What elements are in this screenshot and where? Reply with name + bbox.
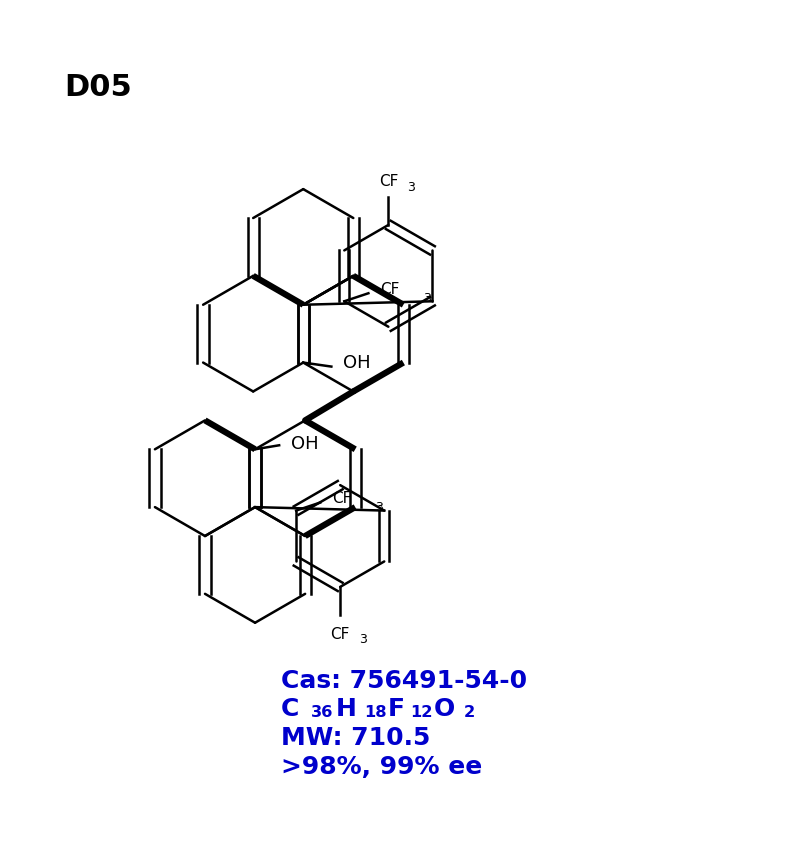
Text: CF: CF xyxy=(332,491,351,506)
Text: C: C xyxy=(281,698,299,722)
Text: 3: 3 xyxy=(407,181,415,194)
Text: CF: CF xyxy=(380,282,399,296)
Text: CF: CF xyxy=(330,627,350,642)
Text: 2: 2 xyxy=(464,705,475,721)
Text: CF: CF xyxy=(379,174,398,189)
Text: 3: 3 xyxy=(358,634,367,647)
Text: Cas: 756491-54-0: Cas: 756491-54-0 xyxy=(281,669,527,693)
Text: D05: D05 xyxy=(64,72,132,101)
Text: F: F xyxy=(387,698,404,722)
Text: MW: 710.5: MW: 710.5 xyxy=(281,726,430,751)
Text: H: H xyxy=(335,698,356,722)
Text: OH: OH xyxy=(291,435,318,452)
Text: >98%, 99% ee: >98%, 99% ee xyxy=(281,755,482,780)
Text: 36: 36 xyxy=(310,705,333,721)
Text: 18: 18 xyxy=(363,705,386,721)
Text: OH: OH xyxy=(343,354,371,372)
Text: 12: 12 xyxy=(410,705,432,721)
Text: 3: 3 xyxy=(423,291,431,304)
Text: 3: 3 xyxy=(375,501,383,514)
Text: O: O xyxy=(433,698,454,722)
